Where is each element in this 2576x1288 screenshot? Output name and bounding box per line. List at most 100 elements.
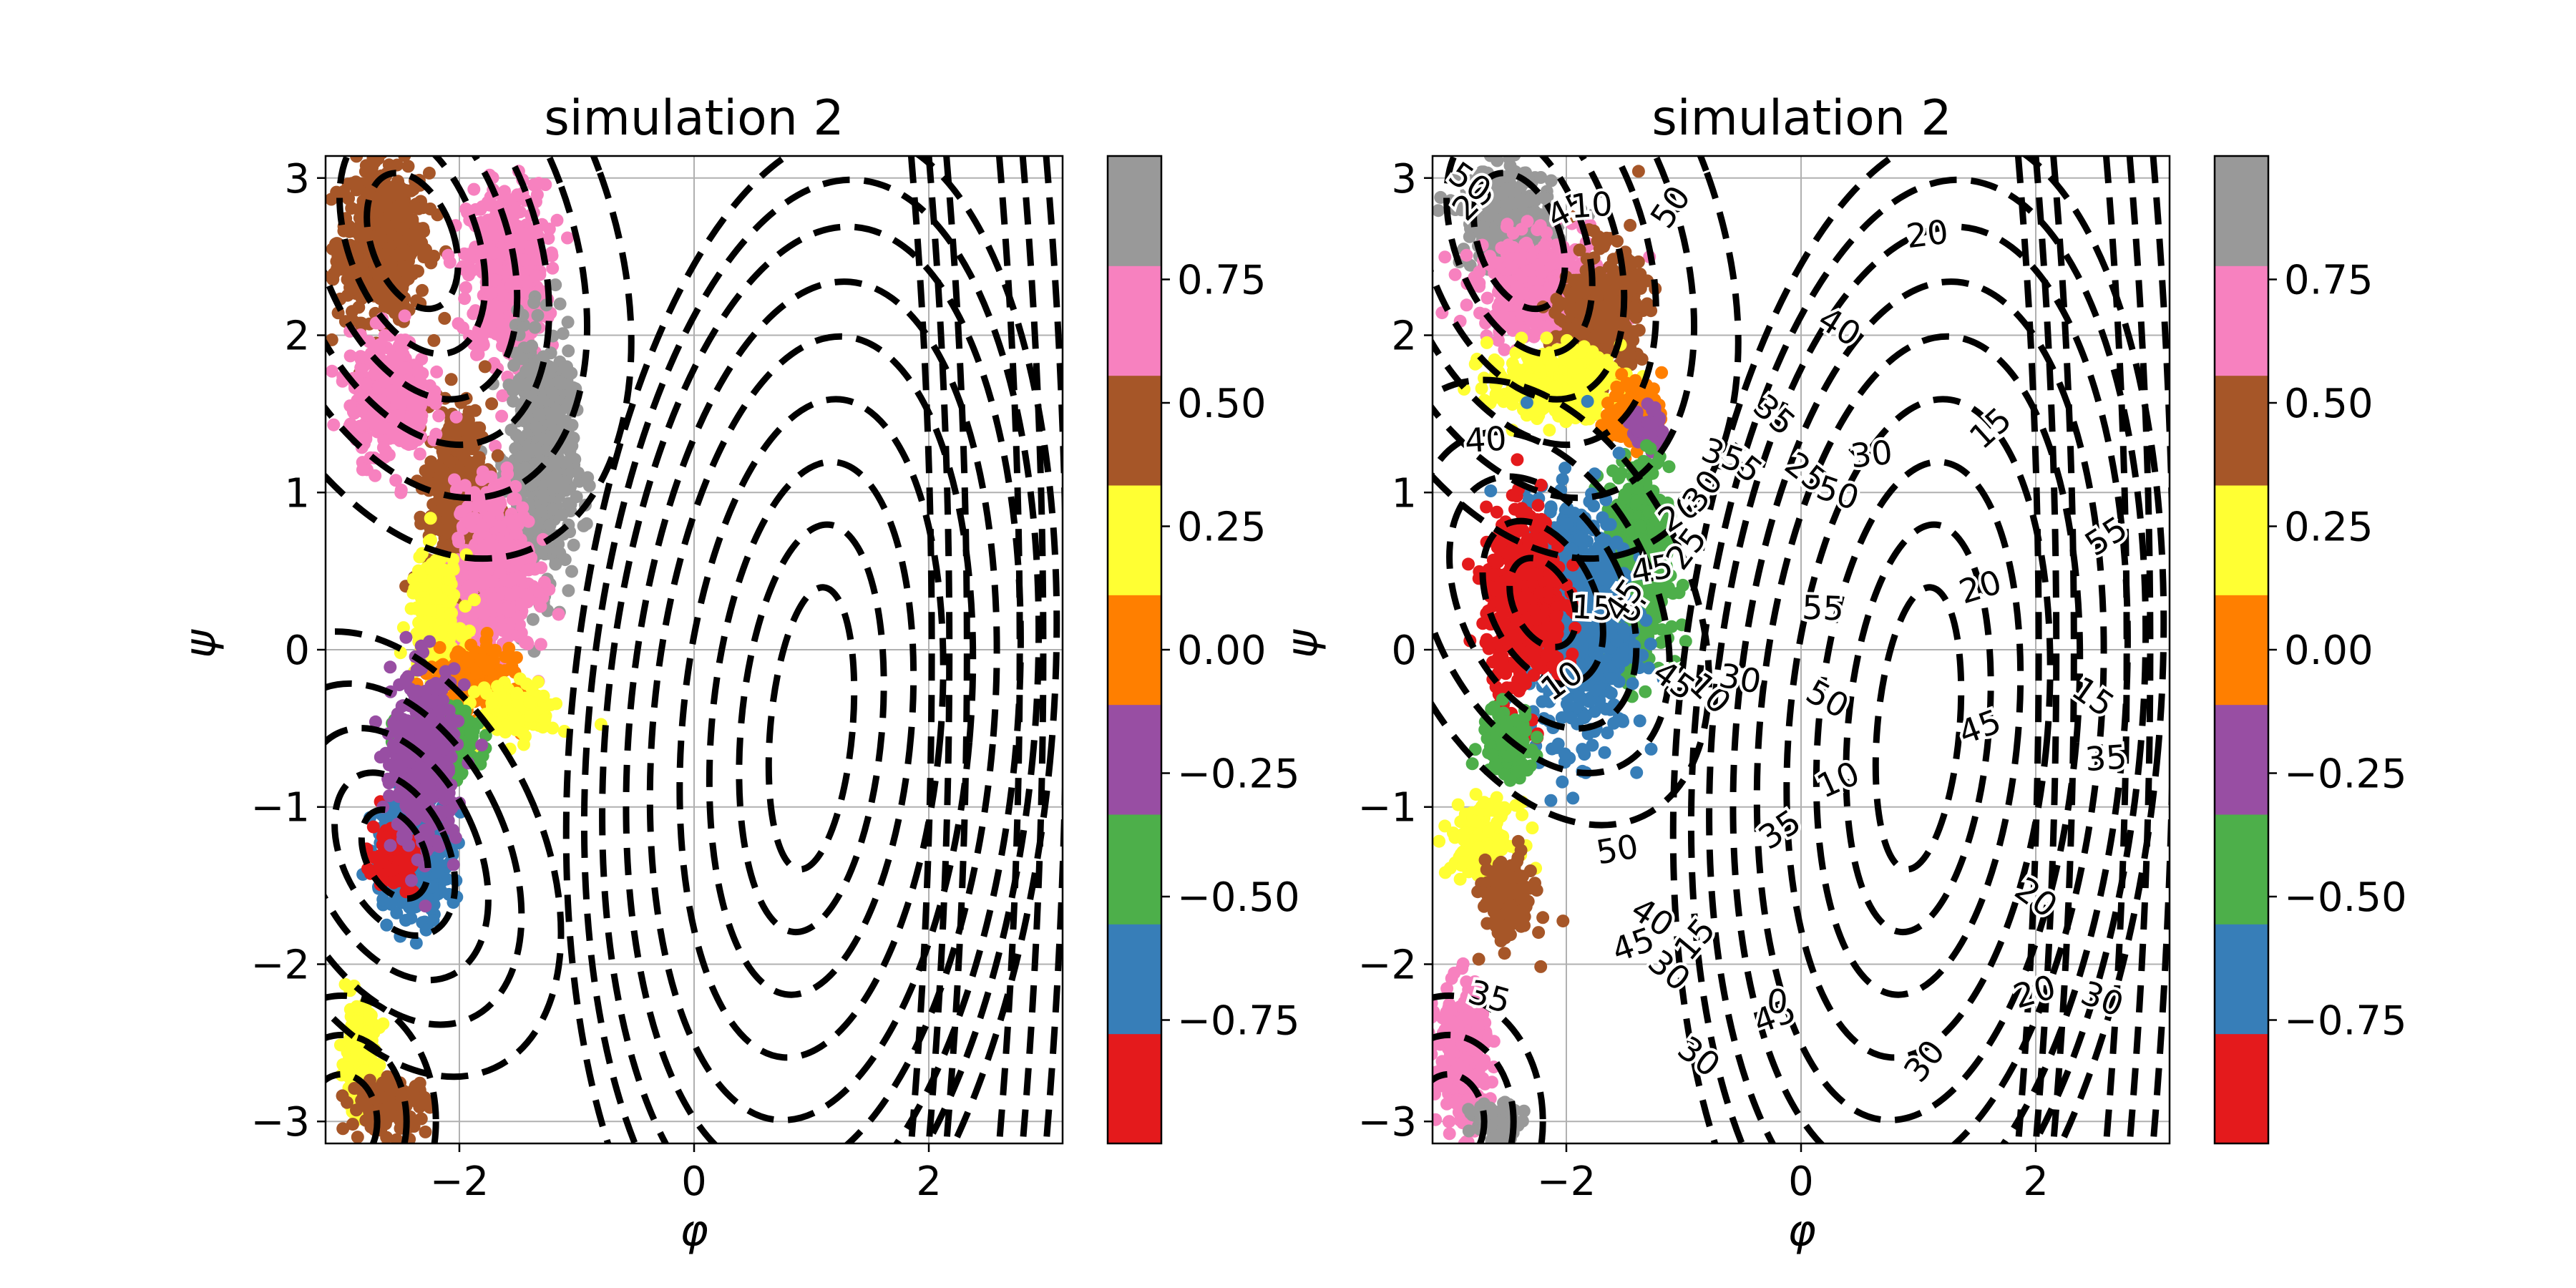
scatter-point xyxy=(427,333,441,347)
scatter-point xyxy=(517,227,531,240)
contour-line xyxy=(326,156,552,449)
scatter-point xyxy=(491,449,504,462)
scatter-point xyxy=(542,223,556,236)
contour-line xyxy=(331,769,459,940)
scatter-point xyxy=(513,672,527,686)
scatter-point xyxy=(336,1089,349,1103)
scatter-point xyxy=(359,377,373,391)
scatter-point xyxy=(399,885,413,899)
contour-line xyxy=(995,156,1023,1143)
scatter-point xyxy=(571,466,585,479)
scatter-point xyxy=(401,160,415,173)
scatter-point xyxy=(363,335,376,348)
y-tick-label: 2 xyxy=(284,313,310,360)
scatter-point xyxy=(394,486,408,499)
scatter-point xyxy=(356,463,369,477)
scatter-point xyxy=(497,623,510,636)
scatter-point xyxy=(473,421,487,434)
scatter-point xyxy=(537,350,550,364)
scatter-point xyxy=(416,366,429,380)
scatter-point xyxy=(447,858,460,872)
scatter-point xyxy=(381,1112,394,1126)
scatter-point xyxy=(380,1131,394,1143)
scatter-point xyxy=(499,537,512,550)
contour-line xyxy=(736,521,887,936)
scatter-point xyxy=(423,604,436,617)
scatter-point xyxy=(416,620,430,634)
scatter-point xyxy=(429,587,443,600)
contour-line xyxy=(326,992,439,1143)
scatter-point xyxy=(495,332,509,345)
scatter-point xyxy=(444,608,457,622)
scatter-point xyxy=(424,679,438,693)
scatter-point xyxy=(409,718,421,731)
scatter-point xyxy=(388,720,401,733)
colorbar-segment xyxy=(1108,814,1161,924)
left-y-axis-label: ψ xyxy=(175,629,225,658)
scatter-point xyxy=(400,260,414,273)
scatter-point xyxy=(350,1103,363,1117)
scatter-point xyxy=(565,565,578,578)
scatter-point xyxy=(396,896,409,909)
contour-line xyxy=(326,1070,381,1143)
scatter-point xyxy=(534,600,547,613)
scatter-point xyxy=(406,1086,420,1100)
scatter-point xyxy=(567,381,580,394)
scatter-point xyxy=(535,561,548,575)
scatter-point xyxy=(412,202,425,215)
scatter-point xyxy=(336,1122,350,1136)
scatter-point xyxy=(384,897,398,911)
scatter-point xyxy=(458,292,472,306)
scatter-point xyxy=(326,364,338,378)
scatter-point xyxy=(462,654,476,668)
scatter-point xyxy=(430,365,444,379)
scatter-point xyxy=(343,349,357,363)
scatter-point xyxy=(557,456,570,469)
scatter-point xyxy=(489,557,502,571)
scatter-point xyxy=(536,489,550,502)
contour-line xyxy=(907,156,935,1143)
scatter-point xyxy=(467,512,480,525)
contour-line xyxy=(326,156,521,403)
scatter-point xyxy=(552,474,565,487)
scatter-point xyxy=(448,473,461,487)
colorbar-tick-label: −0.50 xyxy=(1177,874,1300,921)
scatter-point xyxy=(419,464,432,477)
scatter-point xyxy=(528,321,542,334)
scatter-point xyxy=(522,563,535,577)
scatter-point xyxy=(459,281,472,294)
scatter-point xyxy=(327,418,341,431)
scatter-point xyxy=(537,689,550,703)
scatter-point xyxy=(470,666,484,680)
scatter-point xyxy=(386,302,399,316)
scatter-point xyxy=(523,696,537,709)
scatter-point xyxy=(439,523,453,537)
scatter-point xyxy=(464,738,478,752)
scatter-point xyxy=(545,249,559,263)
contour-line xyxy=(326,628,565,1080)
scatter-point xyxy=(452,532,465,545)
scatter-point xyxy=(458,452,472,465)
scatter-point xyxy=(561,316,575,329)
scatter-point xyxy=(426,914,440,927)
scatter-point xyxy=(366,820,380,834)
scatter-point xyxy=(509,492,522,506)
scatter-point xyxy=(379,746,392,760)
scatter-point xyxy=(449,483,463,497)
y-tick-label: −1 xyxy=(250,785,310,831)
scatter-point xyxy=(374,422,387,435)
scatter-point xyxy=(462,405,476,419)
colorbar-segment xyxy=(1108,375,1161,486)
scatter-point xyxy=(562,584,575,597)
scatter-point xyxy=(421,693,435,706)
colorbar-segment xyxy=(1108,595,1161,706)
y-tick-label: 1 xyxy=(284,470,310,517)
left-contour-lines xyxy=(326,156,1063,1143)
scatter-point xyxy=(542,458,556,472)
scatter-point xyxy=(413,1076,426,1090)
scatter-point xyxy=(376,441,390,454)
scatter-point xyxy=(424,512,437,525)
contour-line xyxy=(364,170,462,313)
scatter-point xyxy=(462,580,475,593)
left-panel-title: simulation 2 xyxy=(544,90,844,147)
